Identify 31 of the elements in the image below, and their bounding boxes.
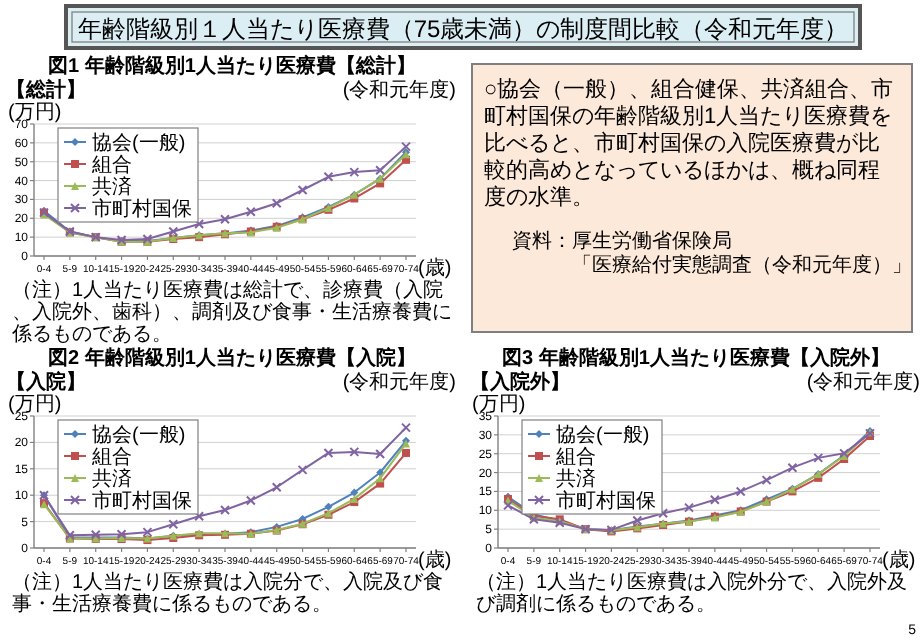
text: 「医療給付実態調査（令和元年度）」 (572, 253, 912, 277)
legend-label: 組合 (90, 445, 132, 469)
chart-title: 図3 年齢階級別1人当たり医療費【入院外】 (502, 346, 890, 370)
legend-label: 協会(一般) (556, 423, 650, 447)
chart-subtitle: 【総計】 (6, 78, 86, 102)
legend-label: 共済 (92, 175, 132, 199)
chart-subtitle: 【入院】 (6, 370, 86, 394)
text: 資料：厚生労働省保険局 (512, 229, 732, 253)
legend-label: 組合 (90, 153, 132, 177)
text: 年齢階級別１人当たり医療費（75歳未満）の制度間比較（令和元年度） (77, 15, 849, 43)
x-axis-title: (歳) (418, 548, 452, 572)
text: (令和元年度) (342, 370, 456, 394)
legend-label: 共済 (556, 467, 596, 491)
text: ○協会（一般）、組合健保、共済組合、市町村国保の年齢階級別1人当たり医療費を比べると、市町村国保の入院医療費が比較的高めとなっているほかは、概ね同程度の水準。 (484, 76, 894, 210)
text: （注）1人当たり医療費は入院外分で、入院外及び調剤に係るものである。 (476, 570, 908, 616)
text: (令和元年度) (806, 370, 920, 394)
text: （注）1人当たり医療費は入院分で、入院及び食事・生活療養費に係るものである。 (12, 570, 444, 616)
text: (令和元年度) (342, 78, 456, 102)
chart-subtitle: 【入院外】 (470, 370, 570, 394)
x-axis-title: (歳) (882, 548, 916, 572)
chart-title: 図1 年齢階級別1人当たり医療費【総計】 (48, 54, 416, 78)
text: （注）1人当たり医療費は総計で、診療費（入院、入院外、歯科）、調剤及び食事・生活療養費に係るものである。 (12, 278, 452, 346)
legend-label: 協会(一般) (92, 131, 186, 155)
legend-label: 市町村国保 (92, 489, 192, 513)
legend-label: 市町村国保 (556, 489, 656, 513)
x-axis-title: (歳) (418, 256, 452, 280)
legend-label: 協会(一般) (92, 423, 186, 447)
legend-label: 共済 (92, 467, 132, 491)
chart-title: 図2 年齢階級別1人当たり医療費【入院】 (48, 346, 416, 370)
legend-label: 市町村国保 (92, 197, 192, 221)
legend-label: 組合 (554, 445, 596, 469)
